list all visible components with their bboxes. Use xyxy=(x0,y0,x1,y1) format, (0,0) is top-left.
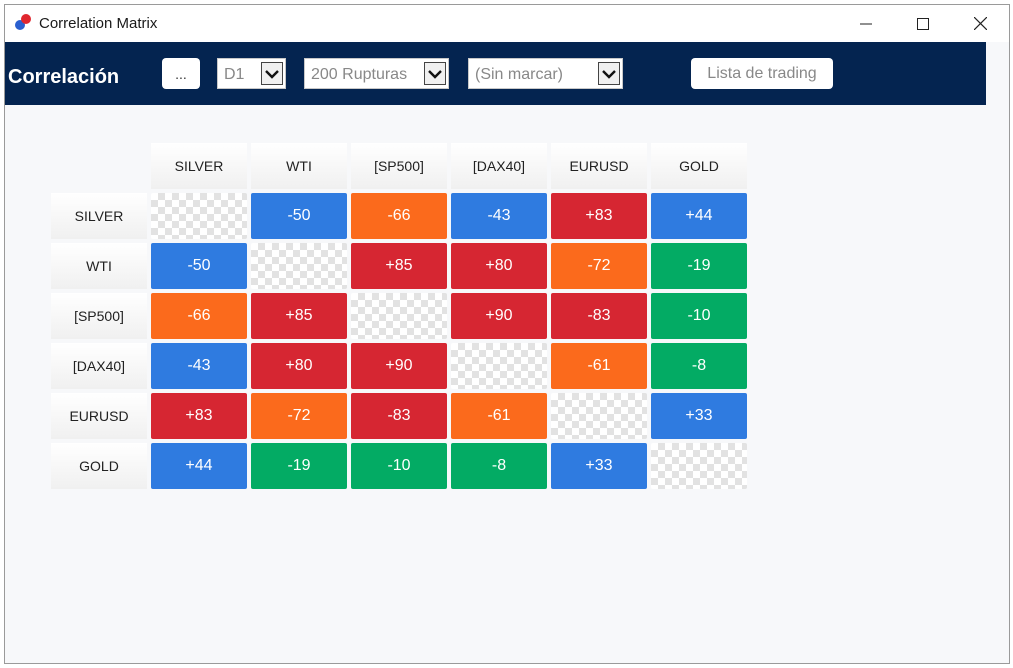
matrix-cell[interactable]: +83 xyxy=(151,393,247,439)
matrix-cell[interactable]: +33 xyxy=(551,443,647,489)
close-icon xyxy=(973,17,987,30)
row-header: [DAX40] xyxy=(51,343,147,389)
matrix-cell[interactable]: +90 xyxy=(351,343,447,389)
marking-select[interactable]: (Sin marcar) xyxy=(468,58,623,89)
trading-list-button[interactable]: Lista de trading xyxy=(691,58,833,89)
row-header: SILVER xyxy=(51,193,147,239)
matrix-cell[interactable]: +90 xyxy=(451,293,547,339)
matrix-cell[interactable]: -50 xyxy=(251,193,347,239)
matrix-cell[interactable]: +85 xyxy=(251,293,347,339)
row-header: GOLD xyxy=(51,443,147,489)
matrix-cell-diagonal xyxy=(351,293,447,339)
options-button[interactable]: ... xyxy=(162,58,200,89)
matrix-cell[interactable]: -8 xyxy=(651,343,747,389)
bars-value: 200 Rupturas xyxy=(311,66,408,83)
column-header: [SP500] xyxy=(351,143,447,189)
matrix-cell[interactable]: -61 xyxy=(551,343,647,389)
minimize-icon xyxy=(860,23,872,24)
matrix-cell[interactable]: +33 xyxy=(651,393,747,439)
column-header: WTI xyxy=(251,143,347,189)
bars-select[interactable]: 200 Rupturas xyxy=(304,58,449,89)
minimize-button[interactable] xyxy=(843,5,889,42)
matrix-cell[interactable]: +83 xyxy=(551,193,647,239)
matrix-cell[interactable]: -8 xyxy=(451,443,547,489)
column-header: GOLD xyxy=(651,143,747,189)
toolbar-title: Correlación xyxy=(8,66,120,88)
toolbar: Correlación ... D1 200 Rupturas (Sin mar… xyxy=(5,42,986,105)
matrix-cell-diagonal xyxy=(151,193,247,239)
matrix-cell[interactable]: -83 xyxy=(351,393,447,439)
matrix-cell[interactable]: +80 xyxy=(251,343,347,389)
matrix-cell-diagonal xyxy=(651,443,747,489)
marking-value: (Sin marcar) xyxy=(475,66,564,83)
row-header: [SP500] xyxy=(51,293,147,339)
matrix-cell[interactable]: -43 xyxy=(451,193,547,239)
title-bar[interactable]: Correlation Matrix xyxy=(5,5,1009,42)
matrix-cell[interactable]: -66 xyxy=(351,193,447,239)
window-title: Correlation Matrix xyxy=(39,15,158,32)
matrix-cell-diagonal xyxy=(551,393,647,439)
column-header: SILVER xyxy=(151,143,247,189)
chevron-down-icon[interactable] xyxy=(424,62,446,85)
matrix-cell[interactable]: -72 xyxy=(251,393,347,439)
matrix-cell[interactable]: -19 xyxy=(651,243,747,289)
timeframe-value: D1 xyxy=(224,66,245,83)
column-header: [DAX40] xyxy=(451,143,547,189)
app-logo-icon xyxy=(15,14,33,32)
matrix-cell[interactable]: +85 xyxy=(351,243,447,289)
matrix-cell[interactable]: +44 xyxy=(651,193,747,239)
matrix-cell-diagonal xyxy=(251,243,347,289)
matrix-cell[interactable]: -10 xyxy=(351,443,447,489)
matrix-cell[interactable]: -83 xyxy=(551,293,647,339)
row-header: WTI xyxy=(51,243,147,289)
close-button[interactable] xyxy=(957,5,1003,42)
matrix-cell[interactable]: -61 xyxy=(451,393,547,439)
matrix-cell[interactable]: -19 xyxy=(251,443,347,489)
maximize-icon xyxy=(917,17,929,30)
matrix-cell[interactable]: -50 xyxy=(151,243,247,289)
matrix-cell[interactable]: +44 xyxy=(151,443,247,489)
correlation-window: Correlation Matrix Correlación ... D1 20… xyxy=(4,4,1010,664)
chevron-down-icon[interactable] xyxy=(261,62,283,85)
timeframe-select[interactable]: D1 xyxy=(217,58,286,89)
column-header: EURUSD xyxy=(551,143,647,189)
matrix-cell[interactable]: -66 xyxy=(151,293,247,339)
chevron-down-icon[interactable] xyxy=(598,62,620,85)
matrix-cell[interactable]: -72 xyxy=(551,243,647,289)
matrix-cell[interactable]: +80 xyxy=(451,243,547,289)
row-header: EURUSD xyxy=(51,393,147,439)
matrix-cell-diagonal xyxy=(451,343,547,389)
matrix-cell[interactable]: -10 xyxy=(651,293,747,339)
maximize-button[interactable] xyxy=(900,5,946,42)
matrix-cell[interactable]: -43 xyxy=(151,343,247,389)
